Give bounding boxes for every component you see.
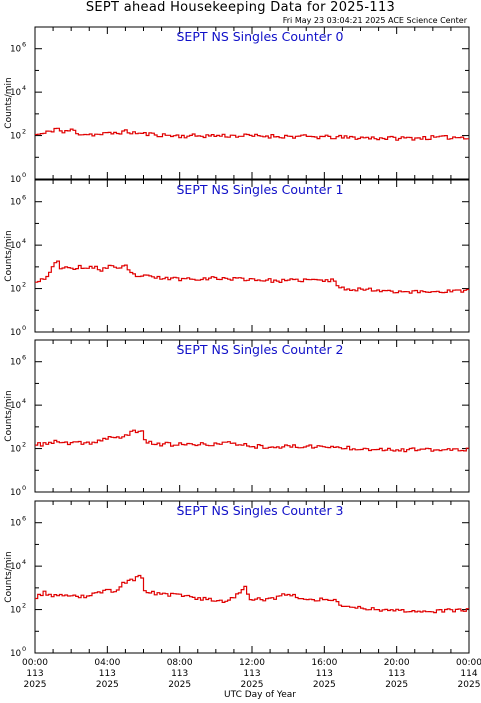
x-axis-label: UTC Day of Year [224, 690, 296, 700]
panel-0-ytick-label: 10 [10, 45, 21, 55]
panel-1-ytick-exponent: 6 [22, 194, 26, 202]
xtick-label-0-0: 00:00 [22, 658, 48, 668]
generation-timestamp: Fri May 23 03:04:21 2025 ACE Science Cen… [282, 16, 467, 25]
xtick-label-6-0: 00:00 [456, 658, 481, 668]
panel-3-frame [34, 500, 470, 654]
panel-0-ylabel: Counts/min [4, 77, 14, 128]
panel-1-ytick-exponent: 0 [22, 324, 26, 332]
panel-2-ytick-label: 10 [10, 488, 21, 498]
panel-2-ytick-exponent: 0 [22, 484, 26, 492]
panel-2-ytick-label: 10 [10, 401, 21, 411]
panel-3-ytick-label: 10 [10, 562, 21, 572]
panel-3-ytick-label: 10 [10, 649, 21, 659]
xtick-label-4-1: 113 [316, 669, 333, 679]
panel-2-ytick-label: 10 [10, 445, 21, 455]
panel-0-ytick-label: 10 [10, 175, 21, 185]
xtick-label-0-2: 2025 [24, 680, 47, 690]
panel-2-ytick-exponent: 6 [22, 354, 26, 362]
panel-3-ytick-exponent: 6 [22, 515, 26, 523]
xtick-label-2-2: 2025 [168, 680, 191, 690]
panel-2-title: SEPT NS Singles Counter 2 [176, 342, 343, 357]
panel-1-ytick-label: 10 [10, 241, 21, 251]
xtick-label-3-1: 113 [243, 669, 260, 679]
panel-0-ytick-exponent: 2 [22, 128, 26, 136]
xtick-label-3-2: 2025 [241, 680, 264, 690]
panel-0-ytick-exponent: 4 [22, 84, 26, 92]
panel-3-series-line [35, 574, 469, 614]
xtick-label-6-1: 114 [460, 669, 477, 679]
xtick-label-0-1: 113 [26, 669, 43, 679]
xtick-label-5-1: 113 [388, 669, 405, 679]
panel-3-ytick-label: 10 [10, 519, 21, 529]
xtick-label-5-0: 20:00 [384, 658, 410, 668]
panel-2-ytick-label: 10 [10, 358, 21, 368]
panel-1-ytick-label: 10 [10, 285, 21, 295]
chart-title: SEPT ahead Housekeeping Data for 2025-11… [85, 0, 396, 15]
panel-1-ytick-label: 10 [10, 198, 21, 208]
panel-0-ytick-exponent: 0 [22, 171, 26, 179]
xtick-label-6-2: 2025 [458, 680, 481, 690]
xtick-label-4-2: 2025 [313, 680, 336, 690]
panel-2-frame [34, 339, 470, 493]
xtick-label-4-0: 16:00 [311, 658, 337, 668]
panel-1-ytick-label: 10 [10, 328, 21, 338]
panel-2-ytick-exponent: 4 [22, 397, 26, 405]
xtick-label-1-1: 113 [99, 669, 116, 679]
panel-0-ytick-label: 10 [10, 132, 21, 142]
panel-3-ytick-exponent: 4 [22, 558, 26, 566]
panel-0-ytick-exponent: 6 [22, 41, 26, 49]
panel-0-series-line [35, 127, 469, 141]
xtick-label-2-1: 113 [171, 669, 188, 679]
panel-3-ytick-exponent: 0 [22, 645, 26, 653]
panel-3-title: SEPT NS Singles Counter 3 [176, 503, 343, 518]
panel-0-frame [34, 26, 470, 180]
xtick-label-2-0: 08:00 [167, 658, 193, 668]
xtick-label-3-0: 12:00 [239, 658, 265, 668]
panel-3-ytick-label: 10 [10, 606, 21, 616]
xtick-label-1-0: 04:00 [94, 658, 120, 668]
xtick-label-1-2: 2025 [96, 680, 119, 690]
panel-1-ylabel: Counts/min [4, 230, 14, 281]
panel-1-ytick-exponent: 2 [22, 281, 26, 289]
panel-2-ytick-exponent: 2 [22, 441, 26, 449]
xtick-label-5-2: 2025 [385, 680, 408, 690]
panel-0-ytick-label: 10 [10, 88, 21, 98]
panel-3-ylabel: Counts/min [4, 551, 14, 602]
panel-2-ylabel: Counts/min [4, 390, 14, 441]
panel-1-title: SEPT NS Singles Counter 1 [176, 182, 343, 197]
panel-1-series-line [35, 260, 469, 294]
panel-0-title: SEPT NS Singles Counter 0 [176, 29, 343, 44]
panel-1-ytick-exponent: 4 [22, 237, 26, 245]
panel-1-frame [34, 179, 470, 333]
panel-2-series-line [35, 429, 469, 453]
panel-3-ytick-exponent: 2 [22, 602, 26, 610]
